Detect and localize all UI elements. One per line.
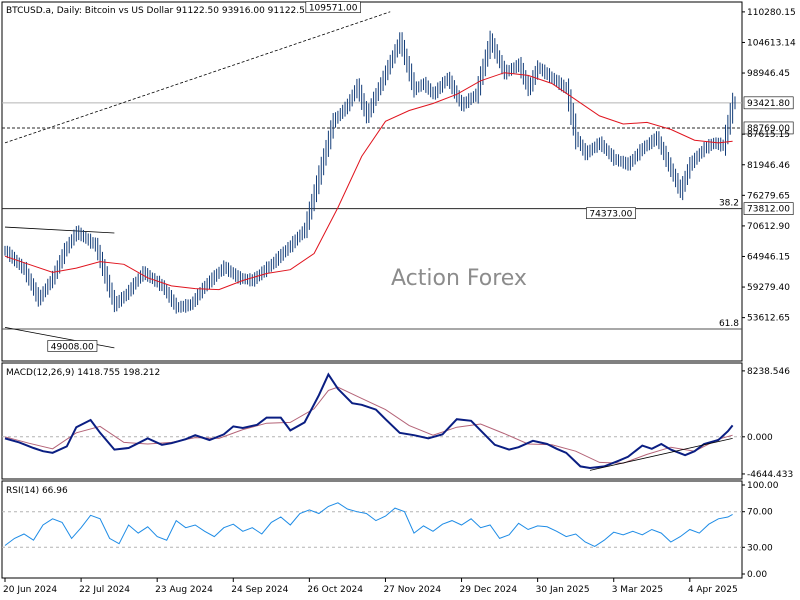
x-tick-label-0: 20 Jun 2024 [3, 585, 57, 595]
price-ytick-label-4: 81946.46 [747, 161, 790, 171]
rsi-ytick-label-1: 70.00 [747, 508, 773, 518]
x-tick-label-2: 23 Aug 2024 [155, 585, 213, 595]
price-annotation-1: 74373.00 [589, 210, 632, 220]
price-annotation-0: 109571.00 [309, 4, 358, 14]
rsi-ytick-label-2: 30.00 [747, 543, 773, 553]
price-annotation-2: 49008.00 [51, 342, 94, 352]
watermark-text: Action Forex [391, 266, 527, 291]
price-ytick-label-2: 98946.45 [747, 69, 790, 79]
price-ytick-label-9: 53612.65 [747, 314, 790, 324]
price-annotation-box-1 [586, 207, 636, 219]
price-candles [4, 30, 736, 314]
price-trendline-1 [4, 226, 115, 234]
rsi-pane-frame [1, 480, 743, 579]
x-tick-label-8: 3 Mar 2025 [612, 585, 663, 595]
macd-pane-frame [1, 362, 743, 480]
rsi-ytick-label-0: 100.00 [747, 481, 779, 491]
rsi-line [4, 502, 733, 547]
price-level-tag-2: 73812.00 [747, 205, 790, 215]
price-ytick-label-6: 70612.90 [747, 222, 790, 232]
fib-level-label-2: 38.2 [719, 199, 739, 209]
x-tick-label-1: 22 Jul 2024 [79, 585, 130, 595]
price-trendline-0 [4, 11, 391, 144]
price-level-tag-0: 93421.80 [747, 99, 790, 109]
macd-ytick-label-1: 0.000 [747, 433, 773, 443]
price-ytick-label-8: 59279.40 [747, 283, 790, 293]
macd-ytick-label-0: 8238.546 [747, 367, 790, 377]
fib-level-label-3: 61.8 [719, 319, 739, 329]
price-annotation-box-2 [47, 340, 98, 352]
price-level-tag-box-1 [743, 121, 794, 135]
rsi-ytick-label-3: 0.00 [747, 570, 767, 580]
macd-ytick-label-2: -4644.433 [747, 470, 793, 480]
price-ytick-label-7: 64946.15 [747, 252, 790, 262]
x-tick-label-4: 26 Oct 2024 [307, 585, 363, 595]
price-ytick-label-3: 87615.15 [747, 130, 790, 140]
x-tick-label-3: 24 Sep 2024 [231, 585, 288, 595]
price-level-tag-box-0 [743, 96, 794, 110]
price-ytick-label-0: 110280.15 [747, 8, 796, 18]
macd-title: MACD(12,26,9) 1418.755 198.212 [6, 368, 160, 378]
moving-average-line [4, 72, 733, 291]
price-level-tag-box-2 [743, 202, 794, 215]
chart-title: BTCUSD.a, Daily: Bitcoin vs US Dollar 91… [6, 6, 357, 16]
price-ytick-label-5: 76279.65 [747, 191, 790, 201]
price-ytick-label-1: 104613.14 [747, 38, 796, 48]
macd-trendline-0 [589, 438, 733, 471]
price-pane-frame [1, 1, 743, 362]
x-tick-label-7: 30 Jan 2025 [536, 585, 590, 595]
x-tick-label-5: 27 Nov 2024 [383, 585, 441, 595]
x-tick-label-6: 29 Dec 2024 [460, 585, 518, 595]
x-tick-label-9: 4 Apr 2025 [688, 585, 738, 595]
macd-line [4, 372, 734, 470]
price-annotation-box-0 [305, 1, 361, 14]
rsi-title: RSI(14) 66.96 [6, 486, 68, 496]
price-level-tag-1: 88769.00 [747, 124, 790, 134]
